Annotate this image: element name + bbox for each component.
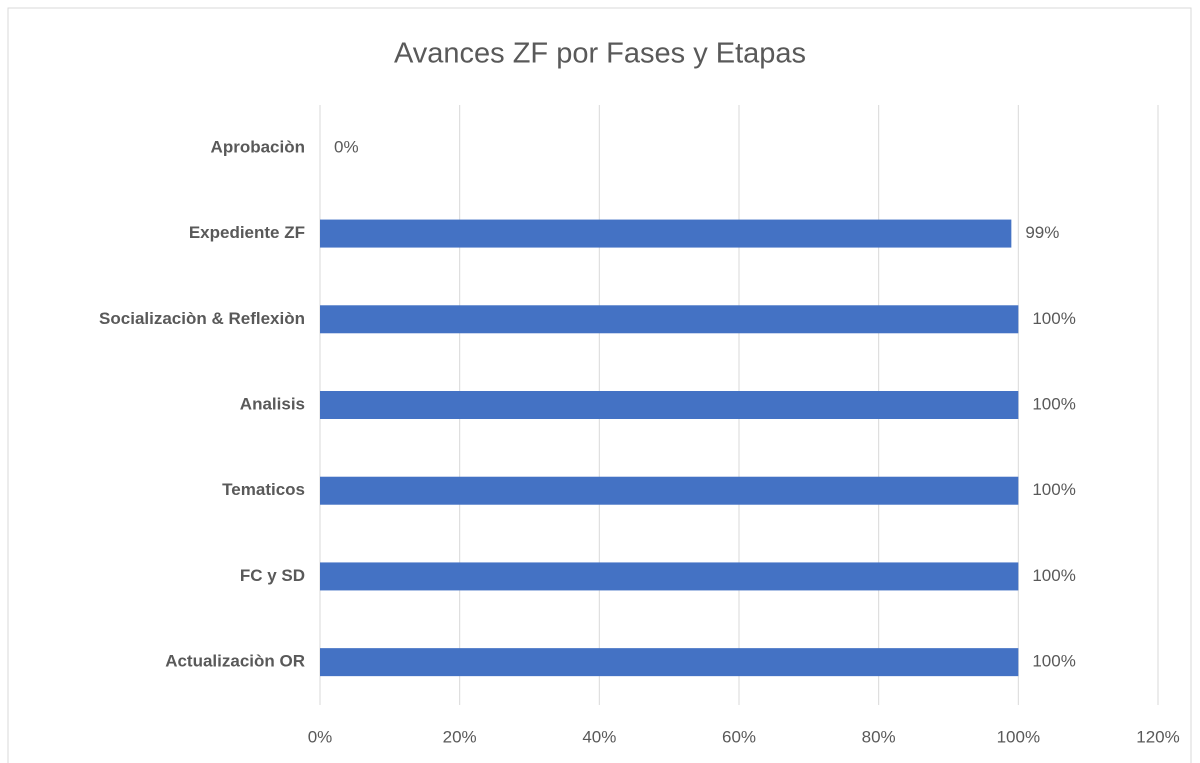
data-label: 0% [334, 137, 359, 156]
bar [320, 391, 1019, 419]
y-tick-label: Aprobaciòn [211, 137, 305, 156]
x-tick-label: 60% [722, 727, 756, 746]
bar [320, 219, 1012, 248]
y-tick-label: Analisis [240, 394, 305, 413]
bar [320, 305, 1019, 334]
data-label: 100% [1032, 480, 1075, 499]
x-tick-label: 40% [582, 727, 616, 746]
y-tick-label: FC y SD [240, 566, 305, 585]
bar [320, 648, 1019, 677]
x-tick-label: 0% [308, 727, 333, 746]
chart-title: Avances ZF por Fases y Etapas [394, 38, 806, 70]
y-tick-label: Socializaciòn & Reflexiòn [99, 309, 305, 328]
x-tick-label: 20% [443, 727, 477, 746]
x-tick-label: 100% [997, 727, 1040, 746]
data-label: 100% [1032, 394, 1075, 413]
data-label: 100% [1032, 309, 1075, 328]
y-tick-label: Expediente ZF [189, 223, 305, 242]
bar [320, 562, 1019, 591]
data-label: 99% [1025, 223, 1059, 242]
y-tick-label: Actualizaciòn OR [165, 652, 305, 671]
data-label: 100% [1032, 652, 1075, 671]
x-tick-label: 120% [1136, 727, 1179, 746]
data-label: 100% [1032, 566, 1075, 585]
bar [320, 476, 1019, 505]
y-tick-label: Tematicos [222, 480, 305, 499]
x-tick-label: 80% [862, 727, 896, 746]
